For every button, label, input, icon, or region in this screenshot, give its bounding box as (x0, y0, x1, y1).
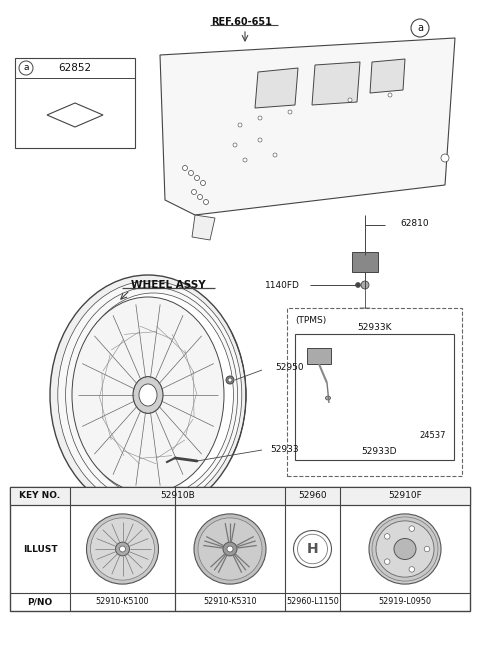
Polygon shape (255, 68, 298, 108)
Ellipse shape (369, 514, 441, 584)
Circle shape (182, 166, 188, 171)
Ellipse shape (227, 546, 233, 552)
Text: REF.60-651: REF.60-651 (212, 17, 273, 27)
Text: 52960-L1150: 52960-L1150 (286, 597, 339, 606)
Circle shape (189, 171, 193, 175)
Ellipse shape (91, 518, 155, 580)
Polygon shape (47, 103, 103, 127)
Circle shape (258, 138, 262, 142)
Text: (TPMS): (TPMS) (295, 315, 326, 325)
Circle shape (204, 200, 208, 204)
Circle shape (388, 93, 392, 97)
Bar (352, 252, 378, 272)
Circle shape (228, 378, 232, 382)
Polygon shape (160, 38, 455, 215)
Text: 52950: 52950 (275, 363, 304, 373)
Bar (287, 308, 462, 476)
Circle shape (258, 116, 262, 120)
Ellipse shape (73, 293, 233, 497)
Text: 24537: 24537 (420, 430, 446, 440)
Text: 52933: 52933 (270, 445, 299, 455)
Text: ILLUST: ILLUST (23, 545, 57, 553)
Text: 62810: 62810 (400, 219, 429, 229)
Circle shape (19, 61, 33, 75)
Circle shape (348, 98, 352, 102)
Bar (10, 487, 470, 505)
Text: 52910F: 52910F (388, 491, 422, 501)
Ellipse shape (58, 281, 242, 509)
Ellipse shape (376, 521, 434, 577)
Circle shape (356, 283, 360, 288)
Text: 52910-K5100: 52910-K5100 (96, 597, 149, 606)
Circle shape (441, 154, 449, 162)
Ellipse shape (372, 517, 438, 581)
Text: WHEEL ASSY: WHEEL ASSY (131, 280, 205, 290)
Polygon shape (370, 59, 405, 93)
Text: 52910-K5310: 52910-K5310 (203, 597, 257, 606)
Ellipse shape (139, 384, 157, 406)
Ellipse shape (223, 542, 237, 556)
Circle shape (226, 376, 234, 384)
Circle shape (197, 194, 203, 200)
Polygon shape (360, 308, 370, 318)
Ellipse shape (50, 275, 246, 515)
Text: 52933D: 52933D (361, 447, 397, 457)
Ellipse shape (424, 546, 430, 552)
Ellipse shape (325, 396, 331, 400)
Polygon shape (192, 215, 215, 240)
Ellipse shape (409, 566, 415, 572)
Circle shape (201, 181, 205, 185)
Ellipse shape (409, 526, 415, 532)
Ellipse shape (66, 287, 238, 503)
Ellipse shape (198, 518, 262, 580)
Circle shape (361, 281, 369, 289)
Bar (295, 334, 454, 460)
Ellipse shape (384, 533, 390, 539)
Text: 52933K: 52933K (357, 323, 392, 332)
Bar (15, 58, 135, 148)
Ellipse shape (133, 376, 163, 413)
Text: a: a (23, 64, 29, 72)
Circle shape (411, 19, 429, 37)
Bar (307, 348, 331, 364)
Text: 1140FD: 1140FD (265, 281, 300, 290)
Bar (10, 487, 470, 611)
Circle shape (273, 153, 277, 157)
Text: 52910B: 52910B (160, 491, 195, 501)
Text: 52960: 52960 (298, 491, 327, 501)
Ellipse shape (293, 530, 332, 568)
Text: 52919-L0950: 52919-L0950 (379, 597, 432, 606)
Circle shape (238, 123, 242, 127)
Circle shape (243, 158, 247, 162)
Text: a: a (417, 23, 423, 33)
Ellipse shape (394, 539, 416, 560)
Ellipse shape (86, 514, 158, 584)
Ellipse shape (120, 546, 125, 552)
Text: H: H (307, 542, 318, 556)
Circle shape (233, 143, 237, 147)
Ellipse shape (384, 559, 390, 564)
Text: KEY NO.: KEY NO. (19, 491, 60, 501)
Ellipse shape (116, 542, 130, 556)
Polygon shape (312, 62, 360, 105)
Text: 62852: 62852 (59, 63, 92, 73)
Text: P/NO: P/NO (27, 597, 53, 606)
Ellipse shape (298, 534, 327, 564)
Circle shape (194, 175, 200, 181)
Ellipse shape (72, 297, 224, 493)
Circle shape (192, 189, 196, 194)
Circle shape (288, 110, 292, 114)
Ellipse shape (194, 514, 266, 584)
